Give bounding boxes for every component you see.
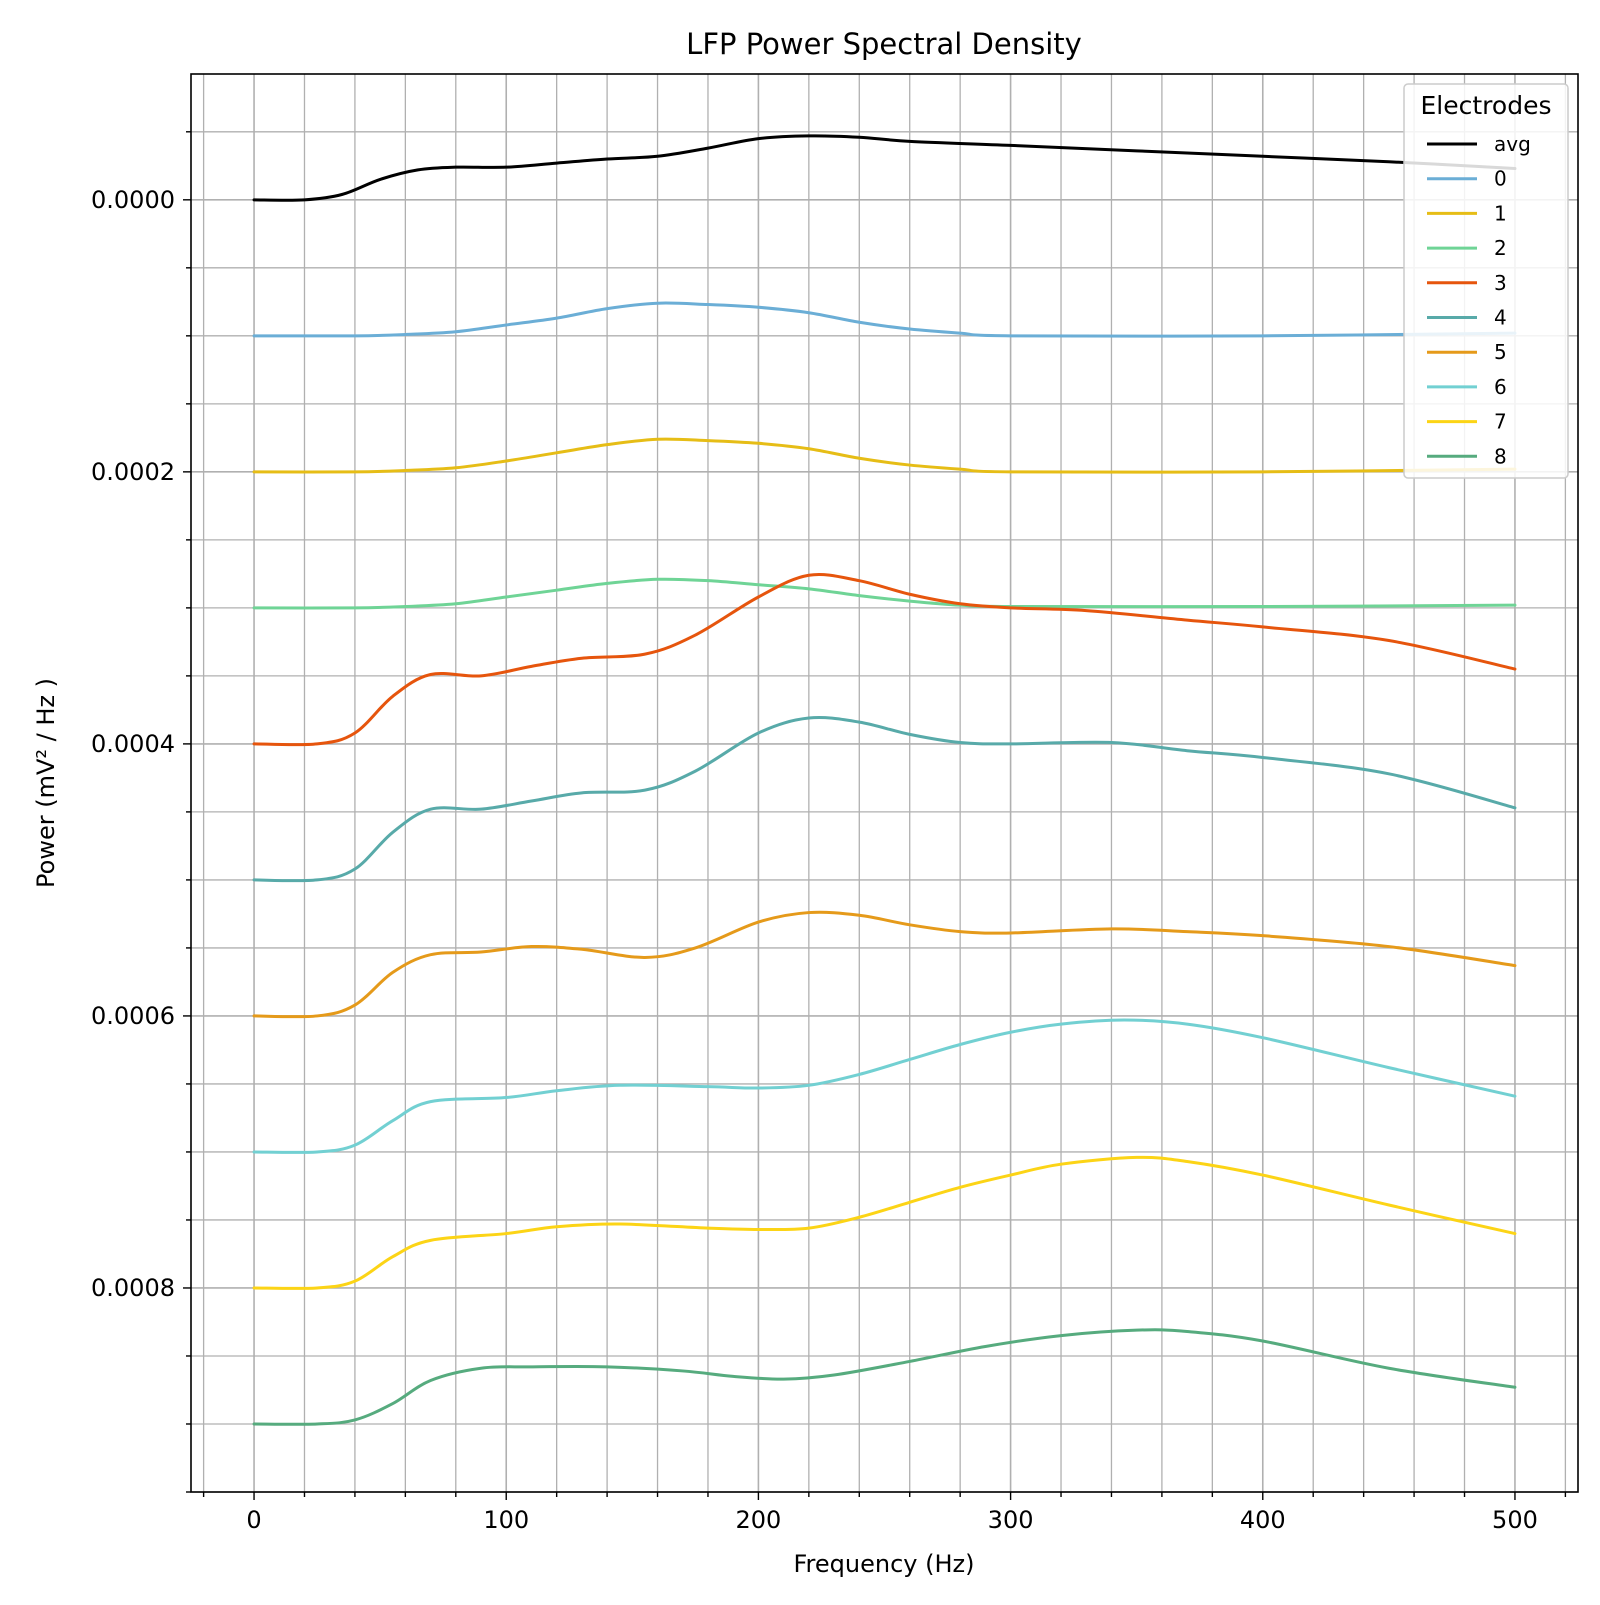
x-tick-label: 100 [483,1506,529,1534]
y-tick-label: 0.0006 [91,1002,175,1030]
y-tick-label: 0.0002 [91,458,175,486]
series-line-0 [252,301,1517,338]
legend-label-7: 7 [1494,410,1507,434]
series-line-5 [252,910,1517,1019]
series-line-7 [252,1155,1517,1290]
y-tick-label: 0.0004 [91,730,175,758]
series-lines [252,134,1517,1426]
series-line-avg [252,134,1517,202]
y-axis-label: Power (mV² / Hz ) [32,678,60,888]
y-tick-label: 0.0008 [91,1274,175,1302]
legend-box [1403,83,1569,479]
series-line-3 [252,572,1517,747]
chart-title: LFP Power Spectral Density [686,27,1082,61]
legend-label-5: 5 [1494,340,1507,364]
x-tick-label: 0 [246,1506,261,1534]
legend-label-0: 0 [1494,167,1507,191]
series-line-8 [252,1328,1517,1426]
legend-label-2: 2 [1494,236,1507,260]
series-line-2 [252,577,1517,610]
x-tick-label: 500 [1492,1506,1538,1534]
axis-ticks: 0 100 200 300 400 500 0.0000 0.0002 0.0004 0.0006… [91,131,1567,1534]
legend-label-1: 1 [1494,201,1507,225]
legend: Electrodes avg 0 1 2 3 4 5 6 7 8 [1403,83,1569,479]
x-axis-label: Frequency (Hz) [794,1550,975,1578]
series-line-4 [252,716,1517,883]
y-tick-label: 0.0000 [91,186,175,214]
x-tick-label: 300 [988,1506,1034,1534]
legend-title: Electrodes [1421,91,1552,120]
x-tick-label: 400 [1240,1506,1286,1534]
series-line-6 [252,1018,1517,1154]
legend-label-8: 8 [1494,444,1507,468]
grid [191,74,1578,1493]
x-tick-label: 200 [736,1506,782,1534]
series-line-1 [252,437,1517,474]
legend-label-3: 3 [1494,271,1507,295]
legend-label-4: 4 [1494,306,1507,330]
legend-label-6: 6 [1494,375,1507,399]
plot-frame [190,73,1579,1493]
legend-label-avg: avg [1494,132,1531,156]
